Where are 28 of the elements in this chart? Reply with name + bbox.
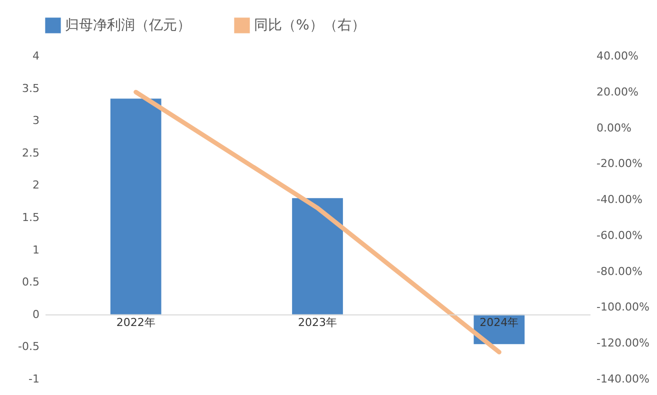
y2-tick-label: 0.00%: [596, 121, 632, 134]
y2-tick-label: 40.00%: [596, 50, 638, 62]
y-tick-label: 0: [32, 308, 40, 321]
y2-tick-label: -60.00%: [596, 228, 642, 242]
y2-tick-label: -120.00%: [596, 336, 650, 350]
x-tick-label: 2022年: [116, 316, 156, 329]
y-tick-label: 2: [32, 178, 40, 192]
y2-tick-label: -140.00%: [596, 372, 650, 386]
y-tick-label: 4: [32, 50, 40, 62]
x-tick-label: 2023年: [298, 316, 337, 329]
y2-tick-label: -40.00%: [596, 193, 642, 206]
y2-tick-label: -80.00%: [596, 264, 642, 278]
y-tick-label: 3: [32, 114, 40, 128]
legend-label: 同比（%）（右）: [254, 17, 366, 34]
y-tick-label: 1: [32, 243, 40, 256]
x-tick-label: 2024年: [480, 316, 519, 329]
y-tick-label: 0.5: [22, 276, 40, 289]
y2-tick-label: -20.00%: [596, 157, 642, 170]
y-tick-label: -1: [28, 372, 40, 386]
y-tick-label: -0.5: [18, 340, 40, 354]
y-tick-label: 3.5: [22, 82, 40, 95]
y-tick-label: 1.5: [22, 211, 40, 224]
legend-label: 归母净利润（亿元）: [65, 17, 191, 34]
y2-tick-label: 20.00%: [596, 85, 638, 98]
y2-tick-label: -100.00%: [596, 300, 650, 314]
bar: [110, 98, 162, 314]
y-tick-label: 2.5: [22, 146, 40, 160]
bar: [292, 198, 343, 314]
